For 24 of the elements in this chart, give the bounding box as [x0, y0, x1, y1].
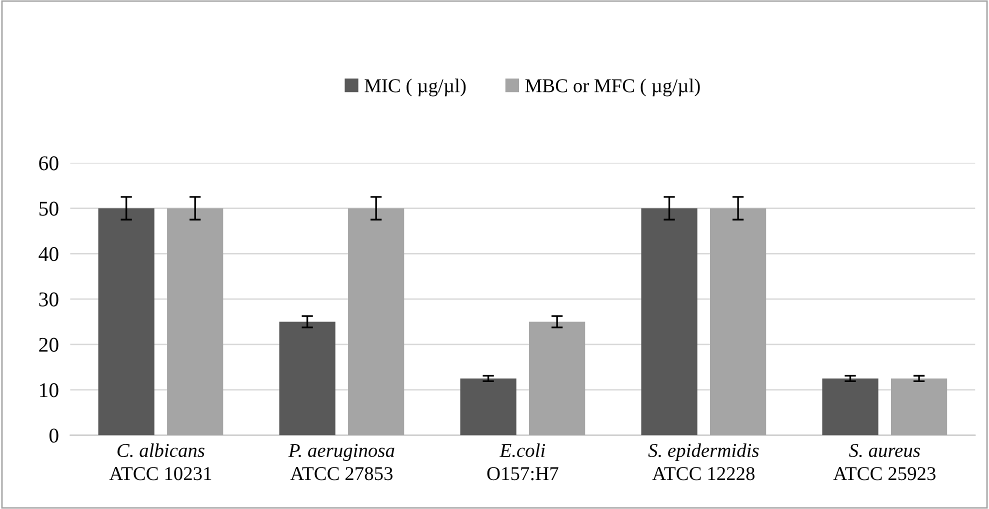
- bar: [822, 378, 878, 436]
- y-tick-label: 60: [39, 156, 58, 170]
- bar: [279, 322, 336, 436]
- bar: [710, 208, 766, 436]
- bar: [98, 208, 154, 436]
- x-tick-label: S. aureus ATCC 25923: [833, 444, 936, 480]
- y-tick-label: 0: [49, 428, 58, 443]
- bar: [890, 378, 948, 436]
- x-tick-label: S. epidermidis ATCC 12228: [648, 443, 759, 480]
- y-tick-label: 30: [39, 292, 58, 306]
- x-tick-label: E.coli O157:H7: [487, 443, 558, 480]
- y-tick-label: 10: [40, 383, 58, 398]
- bar: [641, 208, 698, 436]
- x-tick-label: P. aeruginosa ATCC 27853: [288, 444, 394, 480]
- y-tick-label: 20: [39, 338, 58, 352]
- y-tick-label: 40: [38, 247, 58, 262]
- bar: [529, 322, 586, 436]
- y-tick-label: 50: [39, 202, 58, 216]
- bar: [460, 378, 516, 436]
- bar: [167, 208, 224, 436]
- legend-label: MIC ( µg/µl): [364, 78, 466, 96]
- bar: [348, 208, 404, 436]
- x-tick-label: C. albicans ATCC 10231: [109, 443, 212, 480]
- legend-label: MBC or MFC ( µg/µl): [525, 78, 700, 96]
